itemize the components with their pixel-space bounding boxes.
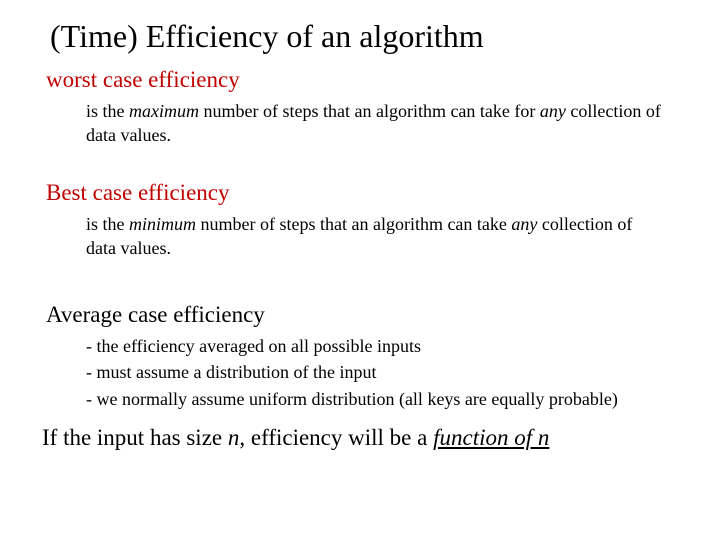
heading-best-case: Best case efficiency	[46, 180, 680, 206]
slide-title: (Time) Efficiency of an algorithm	[50, 18, 680, 55]
text: If the input has size	[42, 425, 228, 450]
text: number of steps that an algorithm can ta…	[199, 101, 540, 121]
text: is the	[86, 101, 129, 121]
emph-n: n	[228, 425, 240, 450]
heading-worst-case: worst case efficiency	[46, 67, 680, 93]
emph-maximum: maximum	[129, 101, 199, 121]
bullet-line: - the efficiency averaged on all possibl…	[86, 334, 666, 358]
emph-minimum: minimum	[129, 214, 196, 234]
emph-any: any	[540, 101, 566, 121]
heading-average-case: Average case efficiency	[46, 302, 680, 328]
body-average-case: - the efficiency averaged on all possibl…	[86, 334, 666, 411]
bullet-line: - must assume a distribution of the inpu…	[86, 360, 666, 384]
emph-any: any	[511, 214, 537, 234]
text: number of steps that an algorithm can ta…	[196, 214, 511, 234]
text: , efficiency will be a	[239, 425, 433, 450]
emph-function-of-n: function of n	[433, 425, 549, 450]
slide-content: (Time) Efficiency of an algorithm worst …	[0, 0, 720, 471]
body-worst-case: is the maximum number of steps that an a…	[86, 99, 666, 148]
closing-statement: If the input has size n, efficiency will…	[42, 425, 680, 451]
bullet-line: - we normally assume uniform distributio…	[86, 387, 666, 411]
text: is the	[86, 214, 129, 234]
body-best-case: is the minimum number of steps that an a…	[86, 212, 666, 261]
